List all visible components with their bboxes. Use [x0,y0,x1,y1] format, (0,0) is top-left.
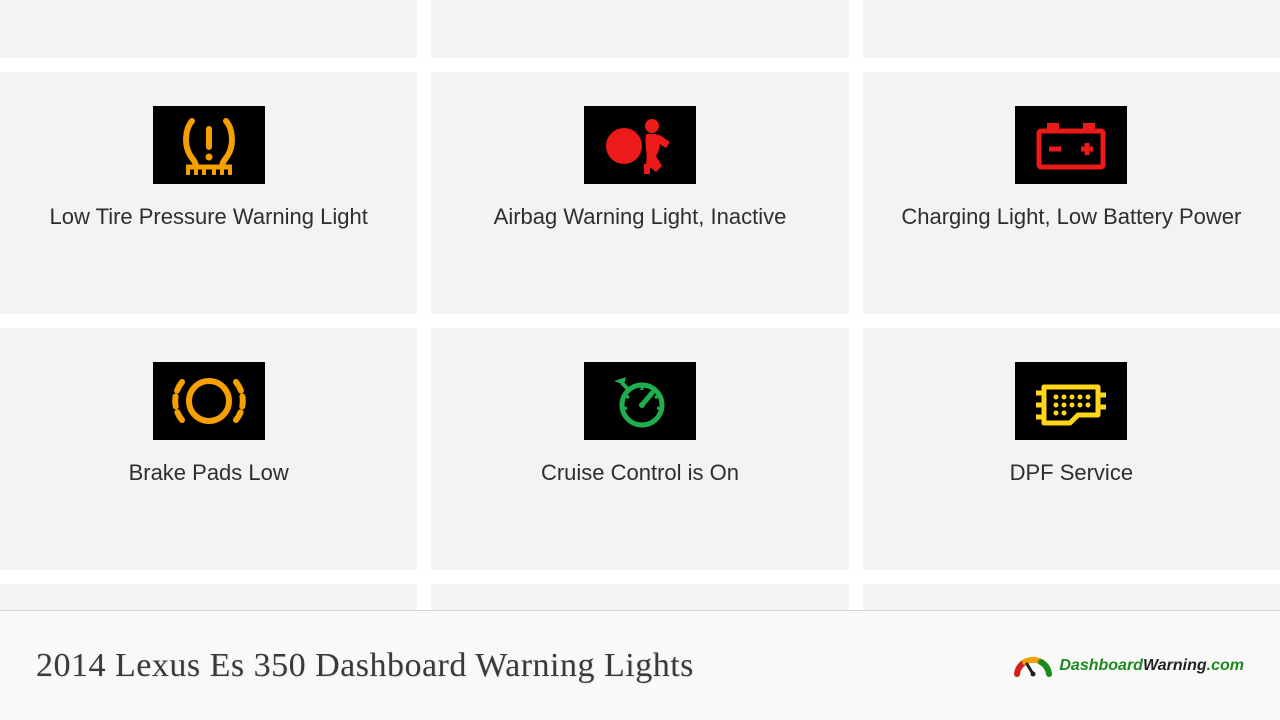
battery-icon [1015,106,1127,184]
card-label: Low Tire Pressure Warning Light [40,204,378,230]
card-airbag[interactable]: Airbag Warning Light, Inactive [431,72,848,314]
brake-pads-icon [153,362,265,440]
card-brake-pads[interactable]: Brake Pads Low [0,328,417,570]
cruise-control-icon [584,362,696,440]
footer: 2014 Lexus Es 350 Dashboard Warning Ligh… [0,610,1280,720]
site-logo[interactable]: DashboardWarning.com [1013,654,1244,678]
card-label: DPF Service [1000,460,1143,486]
card-battery[interactable]: Charging Light, Low Battery Power [863,72,1280,314]
warning-light-grid: Low Tire Pressure Warning Light Airbag W… [0,0,1280,628]
card-label: Cruise Control is On [531,460,749,486]
airbag-icon [584,106,696,184]
card-label: Airbag Warning Light, Inactive [484,204,797,230]
card-tpms[interactable]: Low Tire Pressure Warning Light [0,72,417,314]
card-dpf[interactable]: DPF Service [863,328,1280,570]
card-cruise[interactable]: Cruise Control is On [431,328,848,570]
dpf-icon [1015,362,1127,440]
logo-text: DashboardWarning.com [1059,657,1244,675]
card-partial-top-1 [431,0,848,58]
gauge-logo-icon [1013,654,1053,678]
card-partial-top-2 [863,0,1280,58]
page-title: 2014 Lexus Es 350 Dashboard Warning Ligh… [36,647,694,685]
card-partial-top-0 [0,0,417,58]
card-label: Charging Light, Low Battery Power [891,204,1251,230]
card-label: Brake Pads Low [119,460,299,486]
tpms-icon [153,106,265,184]
